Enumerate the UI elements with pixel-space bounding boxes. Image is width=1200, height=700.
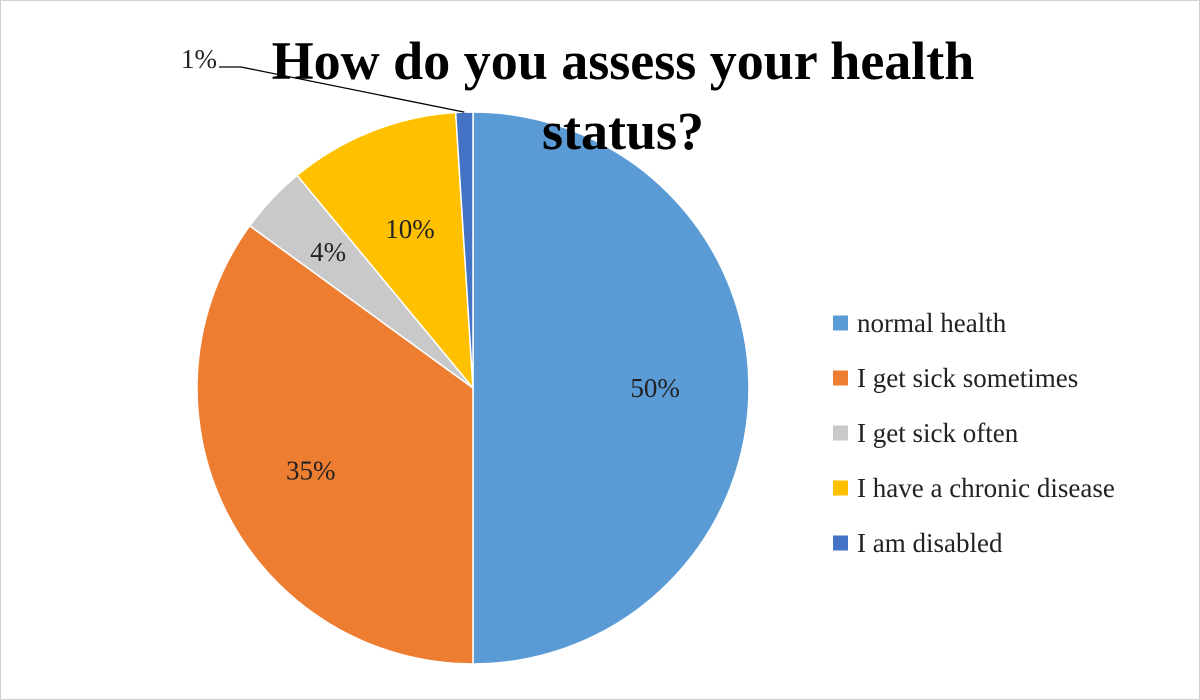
legend-label-normal-health: normal health [857, 308, 1007, 338]
legend: normal health I get sick sometimes I get s… [833, 308, 1115, 558]
legend-label-i-get-sick-often: I get sick often [857, 418, 1019, 448]
pie-slice-i-have-a-chronic-disease [296, 111, 474, 391]
legend-item-normal-health: normal health [833, 308, 1007, 338]
legend-swatch-i-get-sick-sometimes [833, 370, 848, 386]
leader-layer [219, 66, 465, 113]
chart-title-line-1: How do you assess your health [272, 31, 975, 91]
pie-slice-normal-health [472, 111, 750, 665]
legend-label-i-am-disabled: I am disabled [857, 528, 1003, 558]
data-label-i-get-sick-often: 4% [310, 237, 346, 267]
legend-label-i-have-a-chronic-disease: I have a chronic disease [857, 473, 1115, 503]
data-label-i-get-sick-sometimes: 35% [286, 456, 336, 486]
labels-layer: 50% 35% 4% 10% 1% [181, 44, 680, 486]
legend-item-i-have-a-chronic-disease: I have a chronic disease [833, 473, 1115, 503]
pie-slice-i-get-sick-sometimes [196, 224, 474, 665]
legend-item-i-get-sick-often: I get sick often [833, 418, 1019, 448]
legend-swatch-normal-health [833, 315, 848, 331]
chart-title: How do you assess your health status? [272, 31, 975, 161]
legend-item-i-am-disabled: I am disabled [833, 528, 1003, 558]
data-label-i-have-a-chronic-disease: 10% [385, 214, 435, 244]
slices-layer [196, 111, 750, 665]
data-label-normal-health: 50% [630, 373, 680, 403]
chart-title-line-2: status? [542, 101, 704, 161]
legend-swatch-i-am-disabled [833, 535, 848, 551]
legend-swatch-i-get-sick-often [833, 425, 848, 441]
legend-label-i-get-sick-sometimes: I get sick sometimes [857, 363, 1078, 393]
pie-slice-i-am-disabled [454, 111, 474, 389]
leader-line-i-am-disabled [219, 66, 465, 113]
legend-item-i-get-sick-sometimes: I get sick sometimes [833, 363, 1078, 393]
data-label-i-am-disabled: 1% [181, 44, 217, 74]
legend-swatch-i-have-a-chronic-disease [833, 480, 848, 496]
